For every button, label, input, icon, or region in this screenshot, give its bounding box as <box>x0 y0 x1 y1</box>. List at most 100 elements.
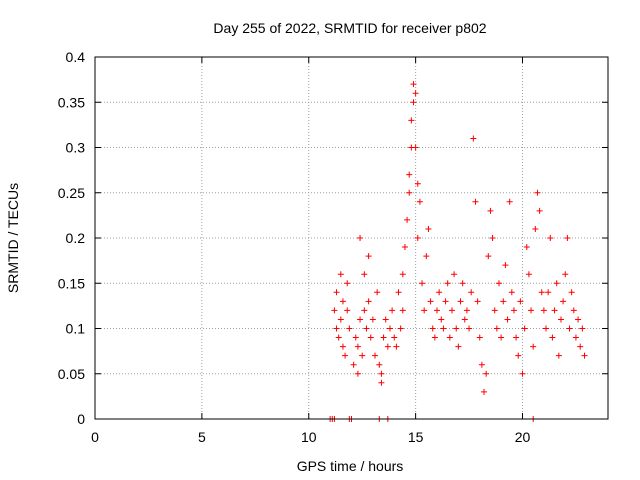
data-point <box>532 225 539 232</box>
data-point <box>427 298 434 305</box>
y-tick-label: 0.4 <box>66 49 86 65</box>
data-point <box>483 370 490 377</box>
data-point <box>359 352 366 359</box>
data-point <box>570 307 577 314</box>
data-point <box>510 307 517 314</box>
data-point <box>581 352 588 359</box>
tick-labels: 0 5 10 15 20 0 0.05 0.1 0.15 0.2 0.25 0.3 0.35 0.4 <box>58 49 531 445</box>
data-point <box>406 189 413 196</box>
data-point <box>354 370 361 377</box>
data-point <box>491 307 498 314</box>
data-point <box>525 271 532 278</box>
data-point <box>350 361 357 368</box>
data-point <box>395 289 402 296</box>
data-point <box>389 307 396 314</box>
data-point <box>489 235 496 241</box>
data-point <box>414 235 421 241</box>
data-point <box>372 352 379 359</box>
data-point <box>401 244 408 251</box>
y-tick-label: 0.2 <box>66 230 86 246</box>
data-point <box>354 343 361 350</box>
y-tick-label: 0.05 <box>58 366 85 382</box>
data-point <box>536 207 543 214</box>
data-point <box>384 343 391 350</box>
data-point <box>455 343 462 350</box>
data-point <box>504 316 511 323</box>
data-point <box>423 253 430 260</box>
data-point <box>342 352 349 359</box>
data-point <box>344 307 351 314</box>
data-point <box>363 325 370 332</box>
data-point <box>481 388 488 395</box>
data-point <box>369 316 376 323</box>
data-point <box>339 298 346 305</box>
data-point <box>579 325 586 332</box>
data-point <box>562 271 569 278</box>
data-points <box>327 81 588 422</box>
data-point <box>564 235 571 241</box>
data-point <box>495 280 502 287</box>
data-point <box>566 325 573 332</box>
data-point <box>451 271 458 278</box>
x-tick-label: 0 <box>91 429 99 445</box>
data-point <box>493 325 500 332</box>
data-point <box>386 325 393 332</box>
data-point <box>463 307 470 314</box>
data-point <box>543 325 550 332</box>
data-point <box>421 307 428 314</box>
data-point <box>521 325 528 332</box>
x-tick-label: 20 <box>515 429 531 445</box>
data-point <box>357 235 364 241</box>
data-point <box>419 280 426 287</box>
data-point <box>376 361 383 368</box>
data-point <box>448 307 455 314</box>
data-point <box>436 289 443 296</box>
data-point <box>380 334 387 341</box>
data-point <box>538 289 545 296</box>
data-point <box>513 334 520 341</box>
data-point <box>391 334 398 341</box>
data-point <box>530 343 537 350</box>
data-point <box>393 343 400 350</box>
data-point <box>416 198 423 205</box>
data-point <box>333 289 340 296</box>
data-point <box>555 352 562 359</box>
data-point <box>434 307 440 314</box>
data-point <box>431 334 438 341</box>
data-point <box>440 325 447 332</box>
data-point <box>557 316 564 323</box>
plot-border <box>94 56 609 420</box>
data-point <box>500 298 507 305</box>
data-point <box>412 144 419 151</box>
data-point <box>575 316 582 323</box>
data-point <box>404 216 411 223</box>
data-point <box>333 325 340 332</box>
data-point <box>446 334 453 341</box>
data-point <box>365 298 372 305</box>
data-point <box>577 343 584 350</box>
data-point <box>410 99 417 106</box>
data-point <box>378 379 385 386</box>
data-point <box>487 207 494 214</box>
data-point <box>346 325 353 332</box>
data-point <box>476 334 483 341</box>
data-point <box>551 307 558 314</box>
data-point <box>506 198 513 205</box>
data-point <box>429 325 436 332</box>
data-point <box>374 289 381 296</box>
data-point <box>534 189 541 196</box>
data-point <box>468 289 475 296</box>
data-point <box>485 253 492 260</box>
x-tick-label: 10 <box>301 429 317 445</box>
data-point <box>337 271 344 278</box>
data-point <box>553 280 560 287</box>
data-point <box>549 334 556 341</box>
data-point <box>344 280 351 287</box>
data-point <box>457 298 464 305</box>
data-point <box>519 370 526 377</box>
data-point <box>378 370 385 377</box>
data-point <box>412 90 419 97</box>
x-axis-label: GPS time / hours <box>297 458 404 474</box>
